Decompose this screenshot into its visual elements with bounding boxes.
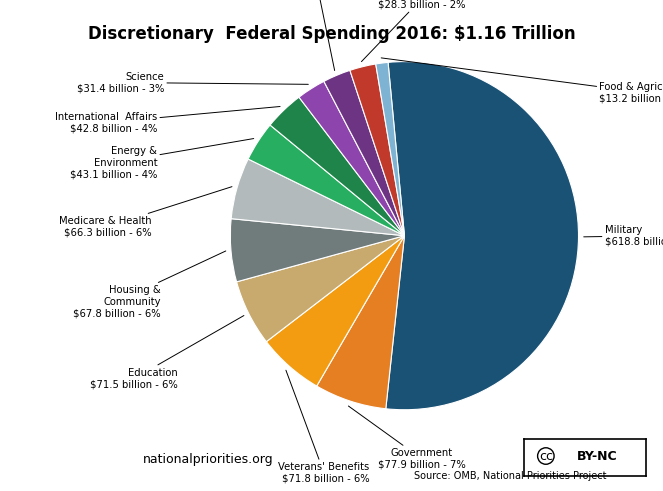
- Text: Veterans' Benefits
$71.8 billion - 6%: Veterans' Benefits $71.8 billion - 6%: [278, 370, 369, 484]
- Wedge shape: [376, 62, 404, 236]
- Text: PROJECT: PROJECT: [73, 471, 107, 477]
- Text: Government
$77.9 billion - 7%: Government $77.9 billion - 7%: [349, 406, 465, 470]
- Text: BY-NC: BY-NC: [577, 450, 618, 463]
- Wedge shape: [317, 236, 404, 409]
- Text: cc: cc: [539, 450, 553, 463]
- Text: Science
$31.4 billion - 3%: Science $31.4 billion - 3%: [77, 72, 308, 93]
- Wedge shape: [270, 97, 404, 236]
- Wedge shape: [267, 236, 404, 386]
- Wedge shape: [324, 70, 404, 236]
- Text: Energy &
Environment
$43.1 billion - 4%: Energy & Environment $43.1 billion - 4%: [70, 138, 254, 179]
- Text: NATIONAL: NATIONAL: [45, 437, 89, 446]
- Text: Transportation
$28.3 billion - 2%: Transportation $28.3 billion - 2%: [361, 0, 465, 61]
- Text: Housing &
Community
$67.8 billion - 6%: Housing & Community $67.8 billion - 6%: [73, 251, 226, 319]
- Text: Source: OMB, National Priorities Project: Source: OMB, National Priorities Project: [414, 471, 607, 481]
- Text: Education
$71.5 billion - 6%: Education $71.5 billion - 6%: [90, 316, 244, 389]
- Wedge shape: [237, 236, 404, 342]
- Text: International  Affairs
$42.8 billion - 4%: International Affairs $42.8 billion - 4%: [55, 107, 280, 134]
- Wedge shape: [299, 82, 404, 236]
- Text: Food & Agriculture
$13.2 billion - 1%: Food & Agriculture $13.2 billion - 1%: [381, 58, 663, 104]
- Text: Military
$618.8 billion - 53%: Military $618.8 billion - 53%: [583, 225, 663, 246]
- Text: PRIORITIES: PRIORITIES: [23, 451, 111, 465]
- Text: Discretionary  Federal Spending 2016: $1.16 Trillion: Discretionary Federal Spending 2016: $1.…: [88, 25, 575, 43]
- Wedge shape: [386, 61, 579, 410]
- Wedge shape: [248, 125, 404, 236]
- Text: Social Security,
Unemployment &
Labor
$30.1 billion - 2%: Social Security, Unemployment & Labor $3…: [270, 0, 357, 71]
- Text: nationalpriorities.org: nationalpriorities.org: [143, 453, 273, 465]
- Wedge shape: [350, 64, 404, 236]
- Wedge shape: [231, 159, 404, 236]
- Wedge shape: [230, 218, 404, 282]
- Text: Medicare & Health
$66.3 billion - 6%: Medicare & Health $66.3 billion - 6%: [60, 187, 232, 238]
